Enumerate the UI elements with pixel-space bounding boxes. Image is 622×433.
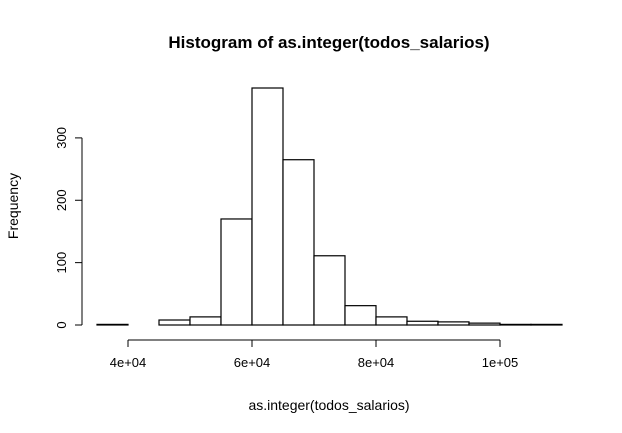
histogram-bar [96, 323, 129, 326]
bars-group [96, 87, 563, 326]
histogram-bar [530, 323, 563, 326]
x-tick-label: 4e+04 [110, 355, 147, 370]
chart-title: Histogram of as.integer(todos_salarios) [168, 33, 489, 52]
histogram-bar [251, 87, 284, 326]
histogram-bar [282, 159, 315, 326]
histogram-bar [437, 321, 470, 326]
y-axis: 0 100 200 300 [54, 127, 83, 329]
y-tick-label: 300 [54, 127, 69, 149]
histogram-bar [313, 255, 346, 326]
y-axis-label: Frequency [5, 173, 21, 239]
x-axis-label: as.integer(todos_salarios) [248, 397, 409, 413]
x-axis: 4e+04 6e+04 8e+04 1e+05 [110, 339, 519, 370]
x-tick-label: 1e+05 [482, 355, 519, 370]
histogram-bar [158, 319, 191, 326]
y-tick-label: 100 [54, 252, 69, 274]
histogram-bar [375, 316, 408, 326]
y-tick-label: 200 [54, 189, 69, 211]
histogram-bar [499, 323, 532, 326]
y-tick-label: 0 [54, 321, 69, 328]
x-tick-label: 6e+04 [234, 355, 271, 370]
histogram-bar [344, 305, 377, 326]
x-tick-label: 8e+04 [358, 355, 395, 370]
histogram-bar [189, 316, 222, 326]
histogram-bar [468, 322, 501, 326]
histogram-bar [406, 320, 439, 326]
histogram-bar [220, 218, 253, 326]
